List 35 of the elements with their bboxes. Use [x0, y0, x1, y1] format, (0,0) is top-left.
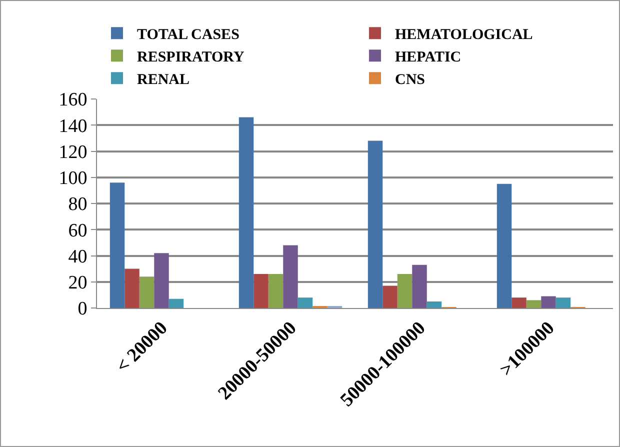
y-tick-label: 40 — [68, 246, 88, 268]
bar — [154, 253, 169, 308]
bar — [426, 301, 442, 308]
legend-label: RESPIRATORY — [137, 49, 244, 66]
legend-label: RENAL — [137, 72, 190, 88]
legend-label: CNS — [395, 72, 426, 88]
bar — [283, 245, 298, 308]
bar — [268, 274, 284, 308]
y-tick-label: 80 — [68, 194, 88, 216]
bar — [541, 296, 556, 308]
bar — [254, 274, 268, 308]
bar — [110, 182, 125, 308]
y-tick-label: 60 — [68, 220, 88, 242]
y-tick-label: 120 — [58, 142, 88, 163]
bar — [556, 298, 571, 308]
y-tick-label: 140 — [58, 116, 88, 137]
bar — [368, 140, 383, 308]
bar — [496, 184, 512, 308]
legend-label: HEPATIC — [395, 49, 462, 66]
bar — [397, 274, 412, 308]
y-tick-label: 20 — [68, 272, 88, 294]
bar — [512, 298, 526, 308]
bar — [139, 276, 154, 308]
bar — [298, 298, 313, 308]
y-tick-label: 100 — [58, 168, 88, 190]
bar — [382, 286, 398, 308]
y-tick-label: 160 — [58, 90, 88, 111]
legend-label: TOTAL CASES — [137, 26, 240, 43]
bar — [238, 117, 254, 308]
bar — [124, 268, 140, 308]
bar — [168, 298, 184, 308]
bar — [526, 300, 542, 308]
y-tick-label: 0 — [78, 298, 88, 320]
legend-label: HEMATOLOGICAL — [395, 26, 533, 43]
bar — [412, 264, 427, 308]
